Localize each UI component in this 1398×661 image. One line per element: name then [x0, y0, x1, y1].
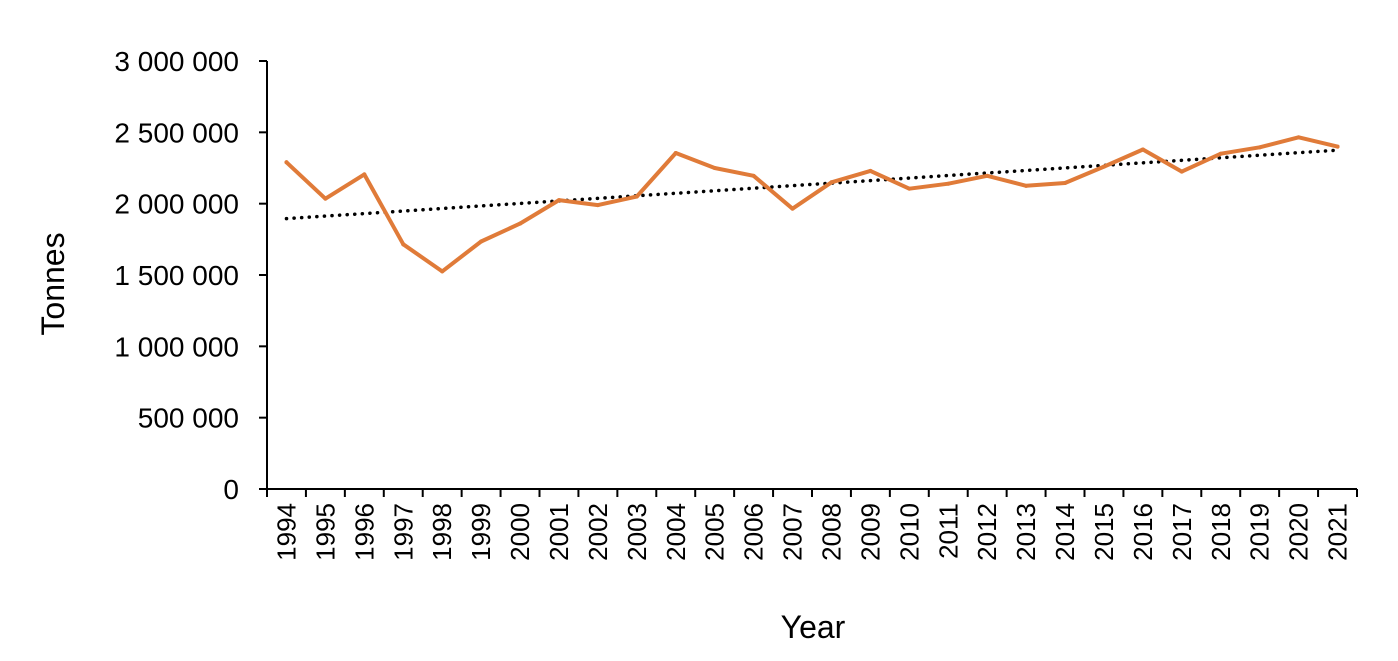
- data-point: [1257, 145, 1262, 150]
- data-point: [907, 186, 912, 191]
- x-tick-label: 2005: [700, 503, 730, 561]
- x-tick-label: 1996: [349, 503, 379, 561]
- data-point: [1296, 135, 1301, 140]
- x-tick-label: 1997: [388, 503, 418, 561]
- x-axis-title: Year: [781, 609, 846, 645]
- x-tick-label: 2006: [739, 503, 769, 561]
- data-point: [401, 242, 406, 247]
- data-point: [440, 269, 445, 274]
- x-tick-label: 2001: [544, 503, 574, 561]
- x-tick-label: 2009: [855, 503, 885, 561]
- x-axis-ticks: 1994 1995 1996 1997 1998 1999 2000 2001 2002 2003…: [266, 489, 1358, 561]
- data-point: [1063, 180, 1068, 185]
- x-tick-label: 2013: [1011, 503, 1041, 561]
- y-tick-label: 0: [223, 474, 239, 505]
- data-point: [1024, 183, 1029, 188]
- y-axis-ticks: 0 500 000 1 000 000 1 500 000 2 000 000 2 500…: [114, 46, 267, 505]
- data-point: [362, 172, 367, 177]
- data-point: [1218, 151, 1223, 156]
- x-tick-label: 2015: [1089, 503, 1119, 561]
- data-point: [323, 196, 328, 201]
- x-tick-label: 1999: [466, 503, 496, 561]
- y-axis-title: Tonnes: [35, 232, 71, 335]
- data-point: [790, 206, 795, 211]
- x-tick-label: 2010: [894, 503, 924, 561]
- data-point: [556, 198, 561, 203]
- x-tick-label: 2019: [1245, 503, 1275, 561]
- x-tick-label: 2012: [972, 503, 1002, 561]
- x-tick-label: 2007: [778, 503, 808, 561]
- data-point: [712, 166, 717, 170]
- data-point: [829, 180, 834, 185]
- x-tick-label: 2004: [661, 503, 691, 561]
- y-tick-label: 1 000 000: [114, 331, 239, 362]
- y-tick-label: 3 000 000: [114, 46, 239, 77]
- y-tick-label: 500 000: [138, 403, 239, 434]
- x-tick-label: 1998: [427, 503, 457, 561]
- x-tick-label: 2000: [505, 503, 535, 561]
- x-tick-label: 2002: [583, 503, 613, 561]
- x-tick-label: 1994: [271, 503, 301, 561]
- x-tick-label: 2008: [816, 503, 846, 561]
- data-point: [634, 194, 639, 199]
- x-tick-label: 1995: [310, 503, 340, 561]
- data-point: [1179, 169, 1184, 174]
- x-tick-label: 2021: [1323, 503, 1353, 561]
- data-point: [946, 181, 951, 186]
- x-tick-label: 2020: [1284, 503, 1314, 561]
- y-tick-label: 2 000 000: [114, 189, 239, 220]
- data-point: [673, 151, 678, 156]
- data-point: [1101, 164, 1106, 169]
- data-point: [1140, 147, 1145, 152]
- y-tick-label: 2 500 000: [114, 117, 239, 148]
- x-tick-label: 2014: [1050, 503, 1080, 561]
- data-point: [595, 203, 600, 208]
- data-point: [284, 160, 289, 165]
- y-tick-label: 1 500 000: [114, 260, 239, 291]
- data-point: [985, 173, 990, 178]
- series-line: [284, 135, 1340, 274]
- x-tick-label: 2018: [1206, 503, 1236, 561]
- x-tick-label: 2016: [1128, 503, 1158, 561]
- data-point: [868, 168, 873, 173]
- trend-line: [284, 148, 1340, 221]
- data-point: [1335, 144, 1340, 149]
- x-tick-label: 2017: [1167, 503, 1197, 561]
- data-point: [751, 173, 756, 178]
- data-point: [479, 239, 484, 244]
- x-tick-label: 2011: [933, 503, 963, 559]
- series-points: [284, 135, 1340, 274]
- x-tick-label: 2003: [622, 503, 652, 561]
- data-point: [518, 221, 523, 226]
